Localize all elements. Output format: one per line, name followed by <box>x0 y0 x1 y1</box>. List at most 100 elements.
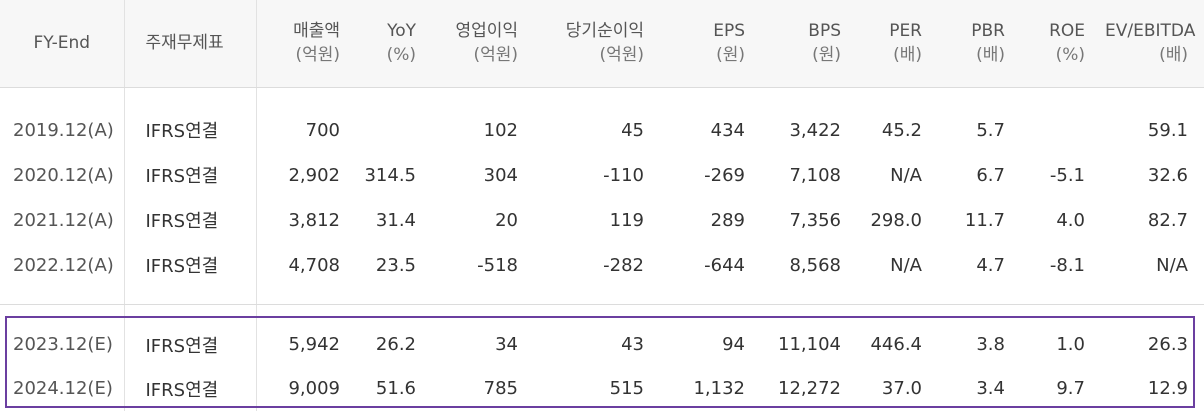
cell-eps: 1,132 <box>693 378 745 399</box>
cell-fin: IFRS연결 <box>124 152 257 198</box>
cell-yoy <box>351 108 423 153</box>
cell-per: 298.0 <box>870 209 922 231</box>
cell-pbr: 11.7 <box>964 209 1005 231</box>
cell-net: 515 <box>609 378 644 399</box>
header-per-label: PER <box>889 21 922 42</box>
cell-roe: -8.1 <box>1049 254 1085 276</box>
header-sales-unit: (억원) <box>295 45 340 66</box>
cell-bps: 7,108 <box>789 164 841 186</box>
cell-ev: 26.3 <box>1147 334 1188 355</box>
cell-op: 102 <box>483 119 518 141</box>
header-ev-ebitda: EV/EBITDA (배) <box>1105 0 1204 88</box>
cell-sales: 5,942 <box>288 334 340 355</box>
header-yoy: YoY (%) <box>351 0 423 88</box>
table-row: 2020.12(A) IFRS연결 2,902 314.5 304 -110 -… <box>0 152 1204 198</box>
header-roe-label: ROE <box>1049 21 1085 42</box>
cell-yoy: 31.4 <box>375 209 416 231</box>
cell-per: N/A <box>890 254 922 276</box>
estimate-row: 2024.12(E) IFRS연결 9,009 51.6 785 515 1,1… <box>0 366 1204 411</box>
header-eps-label: EPS <box>713 21 745 42</box>
cell-op: 20 <box>495 209 518 231</box>
cell-roe: 4.0 <box>1056 209 1085 231</box>
cell-sales: 4,708 <box>288 254 340 276</box>
cell-eps: 289 <box>710 209 745 231</box>
cell-yoy: 51.6 <box>375 378 416 399</box>
cell-net: -110 <box>603 164 644 186</box>
header-roe: ROE (%) <box>1022 0 1105 88</box>
cell-fy: 2020.12(A) <box>0 152 125 198</box>
header-per-unit: (배) <box>893 45 922 66</box>
cell-bps: 7,356 <box>789 209 841 231</box>
cell-per: N/A <box>890 164 922 186</box>
spacer-row <box>0 304 1204 323</box>
cell-yoy: 26.2 <box>375 334 416 355</box>
estimate-row: 2023.12(E) IFRS연결 5,942 26.2 34 43 94 11… <box>0 322 1204 367</box>
cell-fin: IFRS연결 <box>124 197 257 243</box>
cell-sales: 3,812 <box>288 209 340 231</box>
cell-net: -282 <box>603 254 644 276</box>
cell-fin: IFRS연결 <box>124 107 257 153</box>
cell-pbr: 4.7 <box>976 254 1005 276</box>
cell-yoy: 314.5 <box>364 164 416 186</box>
cell-op: -518 <box>477 254 518 276</box>
cell-pbr: 3.4 <box>976 378 1005 399</box>
cell-fin: IFRS연결 <box>124 322 257 367</box>
header-fy: FY-End <box>0 0 125 88</box>
cell-bps: 11,104 <box>778 334 841 355</box>
cell-eps: -269 <box>704 164 745 186</box>
header-net-unit: (억원) <box>599 45 644 66</box>
cell-bps: 3,422 <box>789 119 841 141</box>
spacer-row <box>0 87 1204 108</box>
header-op-label: 영업이익 <box>455 21 518 42</box>
table-row: 2021.12(A) IFRS연결 3,812 31.4 20 119 289 … <box>0 197 1204 243</box>
cell-sales: 2,902 <box>288 164 340 186</box>
cell-roe <box>1022 108 1105 153</box>
header-net-income: 당기순이익 (억원) <box>536 0 657 88</box>
header-fy-label: FY-End <box>33 33 91 54</box>
cell-fy: 2023.12(E) <box>0 322 125 367</box>
cell-fin: IFRS연결 <box>124 366 257 411</box>
cell-eps: 434 <box>710 119 745 141</box>
cell-sales: 700 <box>305 119 340 141</box>
cell-roe: -5.1 <box>1049 164 1085 186</box>
cell-roe: 1.0 <box>1056 334 1085 355</box>
header-bps-label: BPS <box>808 21 841 42</box>
header-net-label: 당기순이익 <box>565 21 644 42</box>
header-op-unit: (억원) <box>473 45 518 66</box>
cell-eps: 94 <box>722 334 745 355</box>
header-fin-label: 주재무제표 <box>145 33 224 54</box>
cell-ev: 82.7 <box>1147 209 1188 231</box>
cell-fy: 2021.12(A) <box>0 197 125 243</box>
header-bps: BPS (원) <box>753 0 851 88</box>
header-roe-unit: (%) <box>1055 45 1085 66</box>
header-sales-label: 매출액 <box>293 21 340 42</box>
cell-ev: N/A <box>1156 254 1188 276</box>
header-sales: 매출액 (억원) <box>256 0 351 88</box>
cell-fy: 2024.12(E) <box>0 366 125 411</box>
cell-sales: 9,009 <box>288 378 340 399</box>
cell-per: 45.2 <box>881 119 922 141</box>
table-row: 2022.12(A) IFRS연결 4,708 23.5 -518 -282 -… <box>0 242 1204 288</box>
cell-yoy: 23.5 <box>375 254 416 276</box>
section-divider <box>0 287 1204 305</box>
header-yoy-label: YoY <box>387 21 416 42</box>
cell-roe: 9.7 <box>1056 378 1085 399</box>
cell-bps: 12,272 <box>778 378 841 399</box>
cell-ev: 12.9 <box>1147 378 1188 399</box>
header-pbr-label: PBR <box>971 21 1005 42</box>
header-ev-unit: (배) <box>1159 45 1188 66</box>
cell-net: 45 <box>621 119 644 141</box>
cell-per: 446.4 <box>870 334 922 355</box>
cell-bps: 8,568 <box>789 254 841 276</box>
header-eps: EPS (원) <box>657 0 753 88</box>
cell-net: 43 <box>621 334 644 355</box>
header-operating-profit: 영업이익 (억원) <box>423 0 536 88</box>
header-eps-unit: (원) <box>716 45 745 66</box>
cell-net: 119 <box>609 209 644 231</box>
cell-op: 304 <box>483 164 518 186</box>
cell-per: 37.0 <box>881 378 922 399</box>
cell-op: 785 <box>483 378 518 399</box>
cell-fy: 2019.12(A) <box>0 107 125 153</box>
